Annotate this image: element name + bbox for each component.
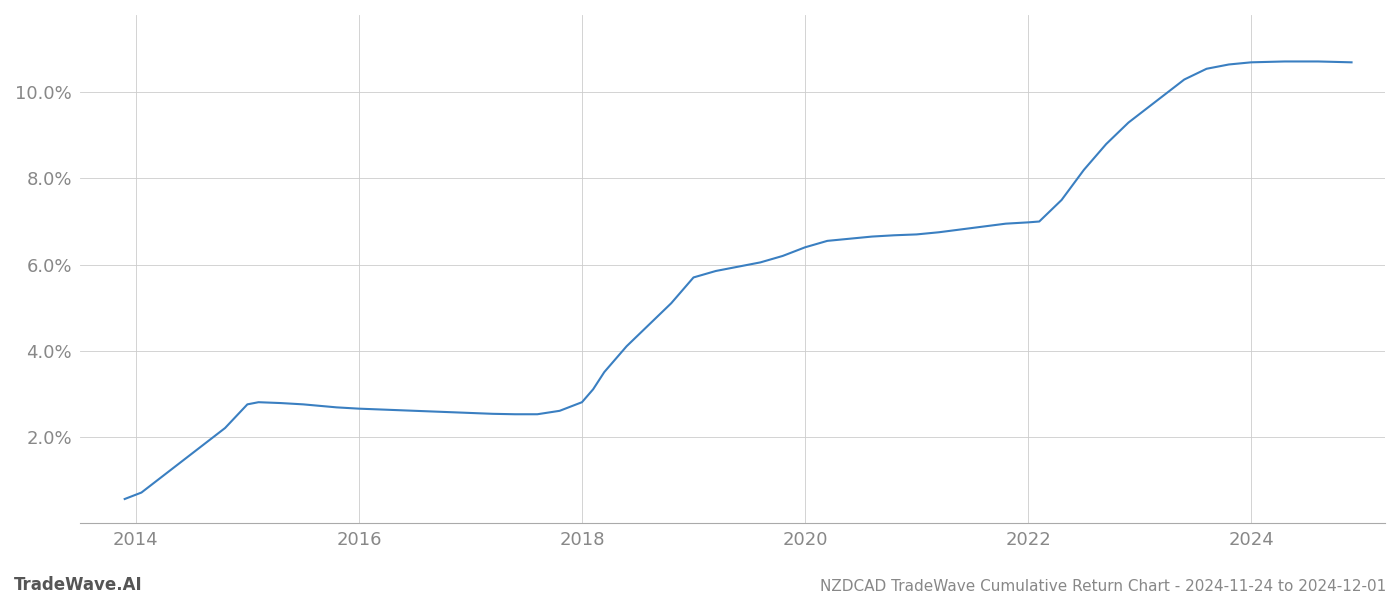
Text: TradeWave.AI: TradeWave.AI	[14, 576, 143, 594]
Text: NZDCAD TradeWave Cumulative Return Chart - 2024-11-24 to 2024-12-01: NZDCAD TradeWave Cumulative Return Chart…	[820, 579, 1386, 594]
